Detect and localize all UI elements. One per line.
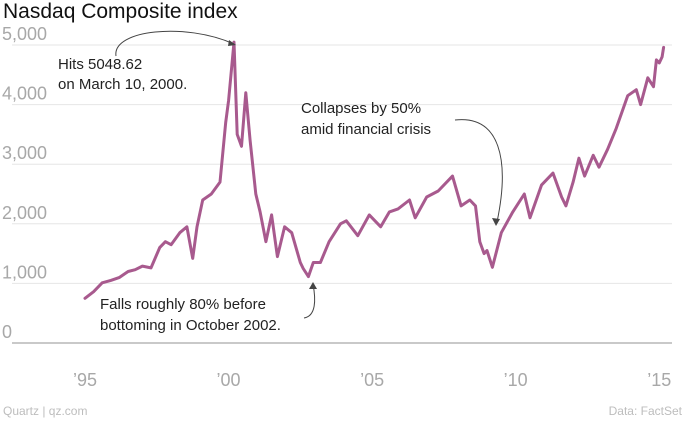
annotation-crisis-arrow: [454, 119, 503, 223]
series-group: [83, 40, 666, 300]
annotation-crisis-arrowhead: [492, 218, 500, 226]
annotation-trough-arrow: [303, 283, 316, 319]
y-tick-label: 2,000: [2, 203, 47, 223]
x-tick-label: ’95: [73, 370, 97, 390]
y-tick-label: 5,000: [2, 24, 47, 44]
x-axis-tick-labels: ’95 ’00 ’05 ’10 ’15: [73, 370, 671, 390]
annotation-peak-label: Hits 5048.62 on March 10, 2000.: [58, 56, 187, 93]
annotation-trough-arrowhead: [309, 282, 317, 289]
chart-title: Nasdaq Composite index: [3, 0, 238, 23]
annotation-trough-label: Falls roughly 80% before bottoming in Oc…: [100, 296, 281, 334]
x-tick-label: ’10: [504, 370, 528, 390]
x-tick-label: ’05: [360, 370, 384, 390]
x-tick-label: ’00: [217, 370, 241, 390]
series-line-nasdaq: [83, 40, 666, 300]
annotation-peak-arrow: [115, 30, 235, 57]
annotation-peak-arrowhead: [228, 40, 236, 46]
y-tick-label: 1,000: [2, 262, 47, 282]
y-tick-label: 3,000: [2, 143, 47, 163]
y-axis-tick-labels: 0 1,000 2,000 3,000 4,000 5,000: [2, 24, 47, 342]
data-source: Data: FactSet: [608, 404, 682, 418]
annotations-group: Hits 5048.62 on March 10, 2000. Falls ro…: [58, 30, 503, 334]
source-credit: Quartz | qz.com: [3, 404, 88, 418]
x-tick-label: ’15: [647, 370, 671, 390]
annotation-crisis-label: Collapses by 50% amid financial crisis: [301, 100, 431, 138]
y-tick-label: 4,000: [2, 84, 47, 104]
y-tick-label: 0: [2, 322, 12, 342]
